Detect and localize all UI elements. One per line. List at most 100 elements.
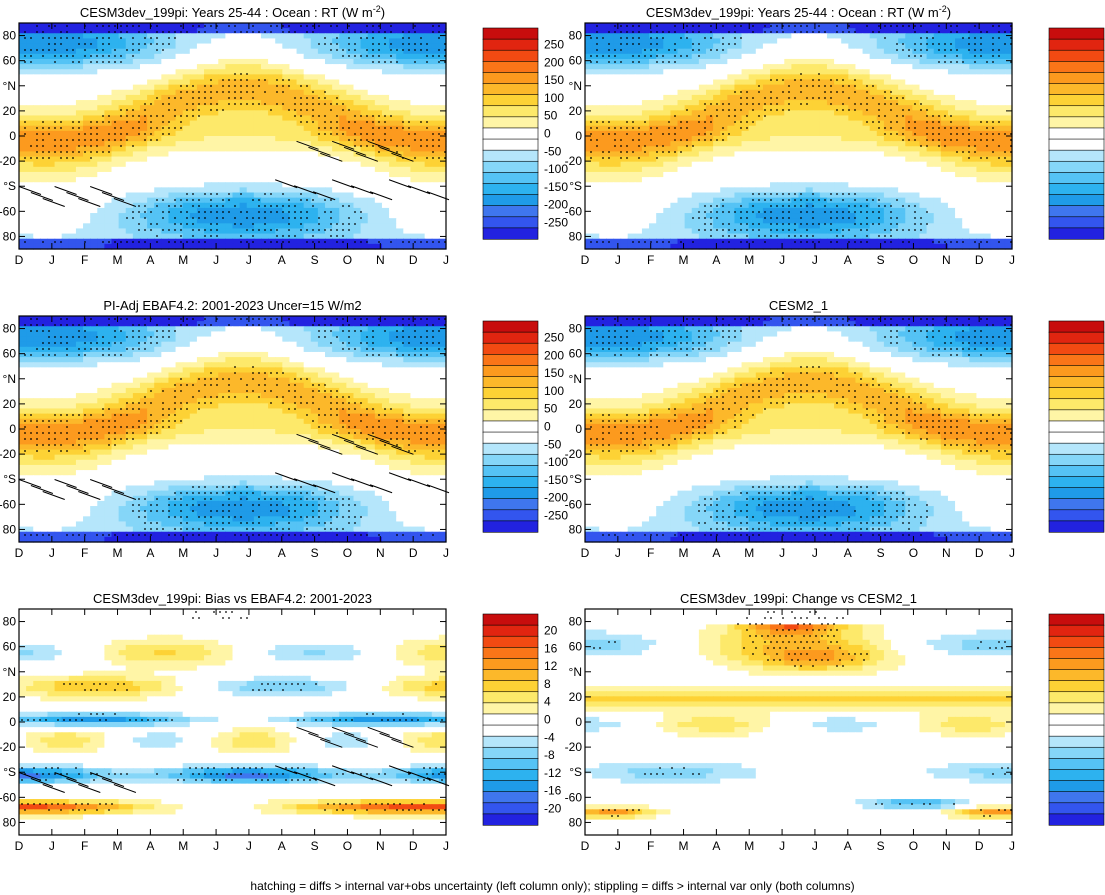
heatmap-cell xyxy=(742,54,750,60)
heatmap-cell xyxy=(311,141,319,147)
heatmap-cell xyxy=(168,234,176,240)
heatmap-cell xyxy=(90,167,98,173)
heatmap-cell xyxy=(233,141,241,147)
heatmap-cell xyxy=(304,90,312,96)
heatmap-cell xyxy=(218,121,226,127)
heatmap-cell xyxy=(176,239,184,245)
stipple-dot xyxy=(90,151,92,153)
stipple-dot xyxy=(282,31,284,33)
stipple-dot xyxy=(192,199,194,201)
heatmap-cell xyxy=(289,49,297,55)
heatmap-cell xyxy=(147,177,155,183)
heatmap-cell xyxy=(268,223,276,229)
heatmap-cell xyxy=(770,38,778,44)
heatmap-cell xyxy=(382,64,390,70)
heatmap-cell xyxy=(353,28,361,34)
heatmap-cell xyxy=(368,23,376,29)
heatmap-cell xyxy=(368,146,376,152)
heatmap-cell xyxy=(635,95,643,101)
heatmap-cell xyxy=(339,85,347,91)
heatmap-cell xyxy=(104,234,112,240)
heatmap-cell xyxy=(425,223,433,229)
heatmap-cell xyxy=(104,54,112,60)
stipple-dot xyxy=(102,139,104,141)
heatmap-cell xyxy=(799,136,807,142)
heatmap-cell xyxy=(62,121,70,127)
heatmap-cell xyxy=(112,167,120,173)
heatmap-cell xyxy=(176,162,184,168)
figure-svg: CESM3dev_199pi: Years 25-44 : Ocean : RT… xyxy=(0,0,1105,872)
heatmap-cell xyxy=(870,38,878,44)
heatmap-cell xyxy=(403,74,411,80)
heatmap-cell xyxy=(275,54,283,60)
heatmap-cell xyxy=(396,136,404,142)
heatmap-cell xyxy=(877,90,885,96)
heatmap-cell xyxy=(934,69,942,75)
heatmap-cell xyxy=(934,136,942,142)
heatmap-cell xyxy=(211,141,219,147)
heatmap-cell xyxy=(268,74,276,80)
heatmap-cell xyxy=(969,74,977,80)
heatmap-cell xyxy=(649,49,657,55)
stipple-dot xyxy=(390,61,392,63)
heatmap-cell xyxy=(919,69,927,75)
heatmap-cell xyxy=(147,59,155,65)
stipple-dot xyxy=(306,31,308,33)
heatmap-cell xyxy=(425,208,433,214)
heatmap-cell xyxy=(870,54,878,60)
heatmap-cell xyxy=(955,95,963,101)
heatmap-cell xyxy=(325,33,333,39)
heatmap-cell xyxy=(19,177,27,183)
heatmap-cell xyxy=(770,121,778,127)
heatmap-cell xyxy=(678,110,686,116)
heatmap-cell xyxy=(628,64,636,70)
stipple-dot xyxy=(342,109,344,111)
heatmap-cell xyxy=(806,126,814,132)
heatmap-cell xyxy=(69,136,77,142)
heatmap-cell xyxy=(76,54,84,60)
heatmap-cell xyxy=(247,64,255,70)
heatmap-cell xyxy=(820,38,828,44)
heatmap-cell xyxy=(311,234,319,240)
heatmap-cell xyxy=(240,141,248,147)
heatmap-cell xyxy=(749,80,757,86)
stipple-dot xyxy=(432,139,434,141)
heatmap-cell xyxy=(756,105,764,111)
heatmap-cell xyxy=(261,177,269,183)
heatmap-cell xyxy=(368,110,376,116)
heatmap-cell xyxy=(332,80,340,86)
stipple-dot xyxy=(240,91,242,93)
heatmap-cell xyxy=(784,64,792,70)
stipple-dot xyxy=(414,31,416,33)
heatmap-cell xyxy=(410,208,418,214)
heatmap-cell xyxy=(204,146,212,152)
heatmap-cell xyxy=(919,80,927,86)
stipple-dot xyxy=(306,229,308,231)
heatmap-cell xyxy=(410,136,418,142)
heatmap-cell xyxy=(211,121,219,127)
heatmap-cell xyxy=(749,100,757,106)
heatmap-cell xyxy=(410,203,418,209)
stipple-dot xyxy=(348,55,350,57)
stipple-dot xyxy=(282,79,284,81)
heatmap-cell xyxy=(197,64,205,70)
stipple-dot xyxy=(90,31,92,33)
heatmap-cell xyxy=(268,126,276,132)
heatmap-cell xyxy=(706,110,714,116)
heatmap-cell xyxy=(784,33,792,39)
stipple-dot xyxy=(336,103,338,105)
heatmap-cell xyxy=(275,218,283,224)
heatmap-cell xyxy=(884,49,892,55)
heatmap-cell xyxy=(147,234,155,240)
stipple-dot xyxy=(186,211,188,213)
heatmap-cell xyxy=(190,218,198,224)
stipple-dot xyxy=(36,139,38,141)
heatmap-cell xyxy=(211,49,219,55)
heatmap-cell xyxy=(585,64,593,70)
chart-title: CESM3dev_199pi: Years 25-44 : Ocean : RT… xyxy=(80,4,385,20)
heatmap-cell xyxy=(934,49,942,55)
heatmap-cell xyxy=(112,146,120,152)
heatmap-cell xyxy=(40,90,48,96)
heatmap-cell xyxy=(685,115,693,121)
heatmap-cell xyxy=(254,59,262,65)
